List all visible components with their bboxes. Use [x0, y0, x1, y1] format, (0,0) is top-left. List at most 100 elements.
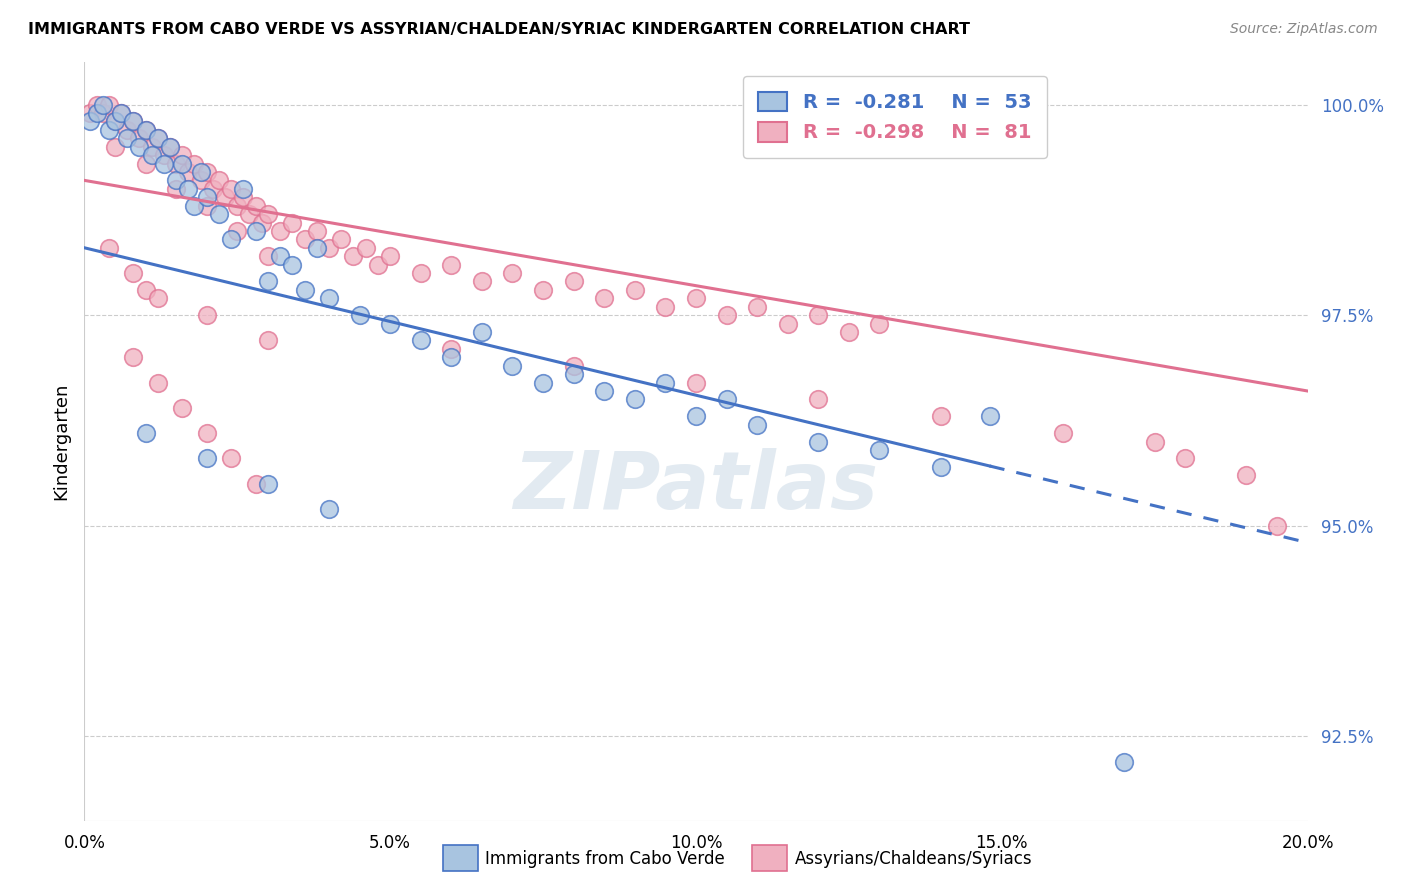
Point — [91, 106, 114, 120]
Point — [342, 249, 364, 263]
Point — [269, 249, 291, 263]
Point — [562, 275, 585, 289]
Point — [471, 325, 494, 339]
Point — [219, 182, 242, 196]
Point — [190, 173, 212, 187]
Point — [354, 241, 377, 255]
Point — [471, 275, 494, 289]
Point — [502, 359, 524, 373]
Point — [232, 190, 254, 204]
Point — [716, 308, 738, 322]
Point — [593, 384, 616, 398]
Point — [177, 165, 200, 179]
Point — [165, 173, 187, 187]
Point — [135, 283, 157, 297]
Text: Assyrians/Chaldeans/Syriacs: Assyrians/Chaldeans/Syriacs — [794, 850, 1032, 868]
Point — [318, 241, 340, 255]
Point — [146, 131, 169, 145]
Point — [141, 148, 163, 162]
Point — [409, 334, 432, 348]
Point — [122, 114, 145, 128]
Point — [146, 131, 169, 145]
Point — [122, 114, 145, 128]
Text: ZIPatlas: ZIPatlas — [513, 448, 879, 526]
Point — [146, 376, 169, 390]
Point — [141, 139, 163, 153]
Point — [128, 131, 150, 145]
Point — [195, 451, 218, 466]
Text: Source: ZipAtlas.com: Source: ZipAtlas.com — [1230, 22, 1378, 37]
Point — [257, 207, 280, 221]
Point — [122, 266, 145, 280]
Point — [1143, 434, 1166, 449]
Point — [257, 476, 280, 491]
Point — [531, 376, 554, 390]
Point — [115, 131, 138, 145]
Point — [201, 182, 224, 196]
Point — [838, 325, 860, 339]
Point — [245, 199, 267, 213]
Point — [257, 275, 280, 289]
Point — [183, 156, 205, 170]
Point — [245, 476, 267, 491]
Point — [807, 434, 830, 449]
Point — [250, 215, 273, 229]
Point — [115, 123, 138, 137]
Point — [165, 182, 187, 196]
Point — [91, 97, 114, 112]
Point — [502, 266, 524, 280]
Point — [979, 409, 1001, 424]
Point — [776, 317, 799, 331]
Point — [807, 308, 830, 322]
Point — [97, 123, 120, 137]
Point — [232, 182, 254, 196]
Point — [807, 392, 830, 407]
Point — [562, 359, 585, 373]
Point — [153, 148, 176, 162]
Point — [716, 392, 738, 407]
Point — [624, 392, 647, 407]
Point — [172, 401, 194, 415]
Point — [135, 123, 157, 137]
Point — [146, 291, 169, 305]
Point — [208, 173, 231, 187]
Point — [245, 224, 267, 238]
Point — [110, 106, 132, 120]
Point — [562, 367, 585, 381]
Point — [1114, 755, 1136, 769]
Point — [104, 114, 127, 128]
Point — [97, 241, 120, 255]
Point — [226, 199, 249, 213]
Point — [257, 249, 280, 263]
Point — [1265, 518, 1288, 533]
Point — [685, 376, 707, 390]
Point — [97, 97, 120, 112]
Point — [869, 442, 891, 457]
Point — [380, 317, 402, 331]
Point — [195, 426, 218, 441]
Point — [122, 351, 145, 365]
Point — [929, 409, 952, 424]
Point — [685, 409, 707, 424]
Point — [79, 106, 101, 120]
Point — [440, 342, 463, 356]
Point — [79, 114, 101, 128]
Point — [747, 300, 769, 314]
Point — [269, 224, 291, 238]
Point — [305, 241, 328, 255]
Point — [1052, 426, 1074, 441]
Point — [929, 459, 952, 474]
Point — [654, 376, 676, 390]
Point — [208, 207, 231, 221]
Point — [159, 139, 181, 153]
Point — [654, 300, 676, 314]
Point — [135, 156, 157, 170]
Point — [104, 114, 127, 128]
Point — [281, 258, 304, 272]
Point — [195, 190, 218, 204]
Point — [238, 207, 260, 221]
Text: IMMIGRANTS FROM CABO VERDE VS ASSYRIAN/CHALDEAN/SYRIAC KINDERGARTEN CORRELATION : IMMIGRANTS FROM CABO VERDE VS ASSYRIAN/C… — [28, 22, 970, 37]
Point — [219, 451, 242, 466]
Point — [318, 291, 340, 305]
Point — [195, 199, 218, 213]
